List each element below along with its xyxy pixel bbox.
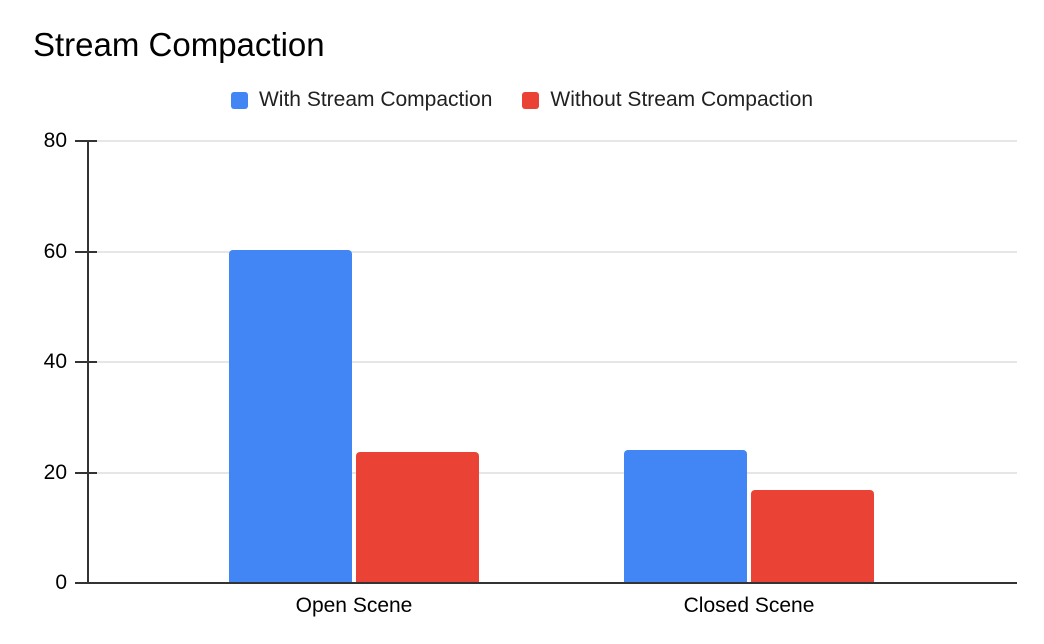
x-category-label-closed-scene: Closed Scene bbox=[683, 594, 815, 617]
gridline-y-20 bbox=[88, 471, 1017, 474]
y-tick-mark-80 bbox=[75, 140, 97, 142]
chart-legend: With Stream Compaction Without Stream Co… bbox=[0, 88, 1044, 112]
y-tick-mark-60 bbox=[75, 250, 97, 253]
y-tick-label-80: 80 bbox=[43, 129, 67, 152]
bar-closed-scene-without-compaction bbox=[751, 490, 874, 583]
gridline-y-60 bbox=[88, 250, 1017, 253]
legend-item-with-stream-compaction: With Stream Compaction bbox=[230, 88, 493, 112]
bar-open-scene-with-compaction bbox=[229, 249, 352, 583]
y-tick-label-40: 40 bbox=[43, 350, 67, 373]
gridline-y-40 bbox=[88, 361, 1017, 363]
legend-item-without-stream-compaction: Without Stream Compaction bbox=[522, 88, 813, 112]
y-tick-label-0: 0 bbox=[55, 571, 67, 594]
gridline-y-80 bbox=[88, 140, 1017, 142]
legend-label: Without Stream Compaction bbox=[550, 88, 814, 111]
legend-swatch-red-icon bbox=[522, 91, 540, 109]
y-tick-label-20: 20 bbox=[43, 460, 67, 484]
chart-title: Stream Compaction bbox=[33, 26, 325, 63]
bar-open-scene-without-compaction bbox=[356, 451, 479, 583]
bar-closed-scene-with-compaction bbox=[624, 450, 747, 583]
plot-area: 0 20 40 60 80 Open Scene Closed Scene bbox=[44, 129, 1017, 617]
y-tick-mark-40 bbox=[75, 361, 97, 363]
x-axis-baseline bbox=[75, 582, 1017, 584]
x-category-label-open-scene: Open Scene bbox=[295, 594, 413, 617]
y-tick-label-60: 60 bbox=[43, 239, 67, 263]
legend-label: With Stream Compaction bbox=[258, 88, 493, 111]
legend-swatch-blue-icon bbox=[230, 91, 248, 109]
y-tick-mark-20 bbox=[75, 471, 97, 474]
